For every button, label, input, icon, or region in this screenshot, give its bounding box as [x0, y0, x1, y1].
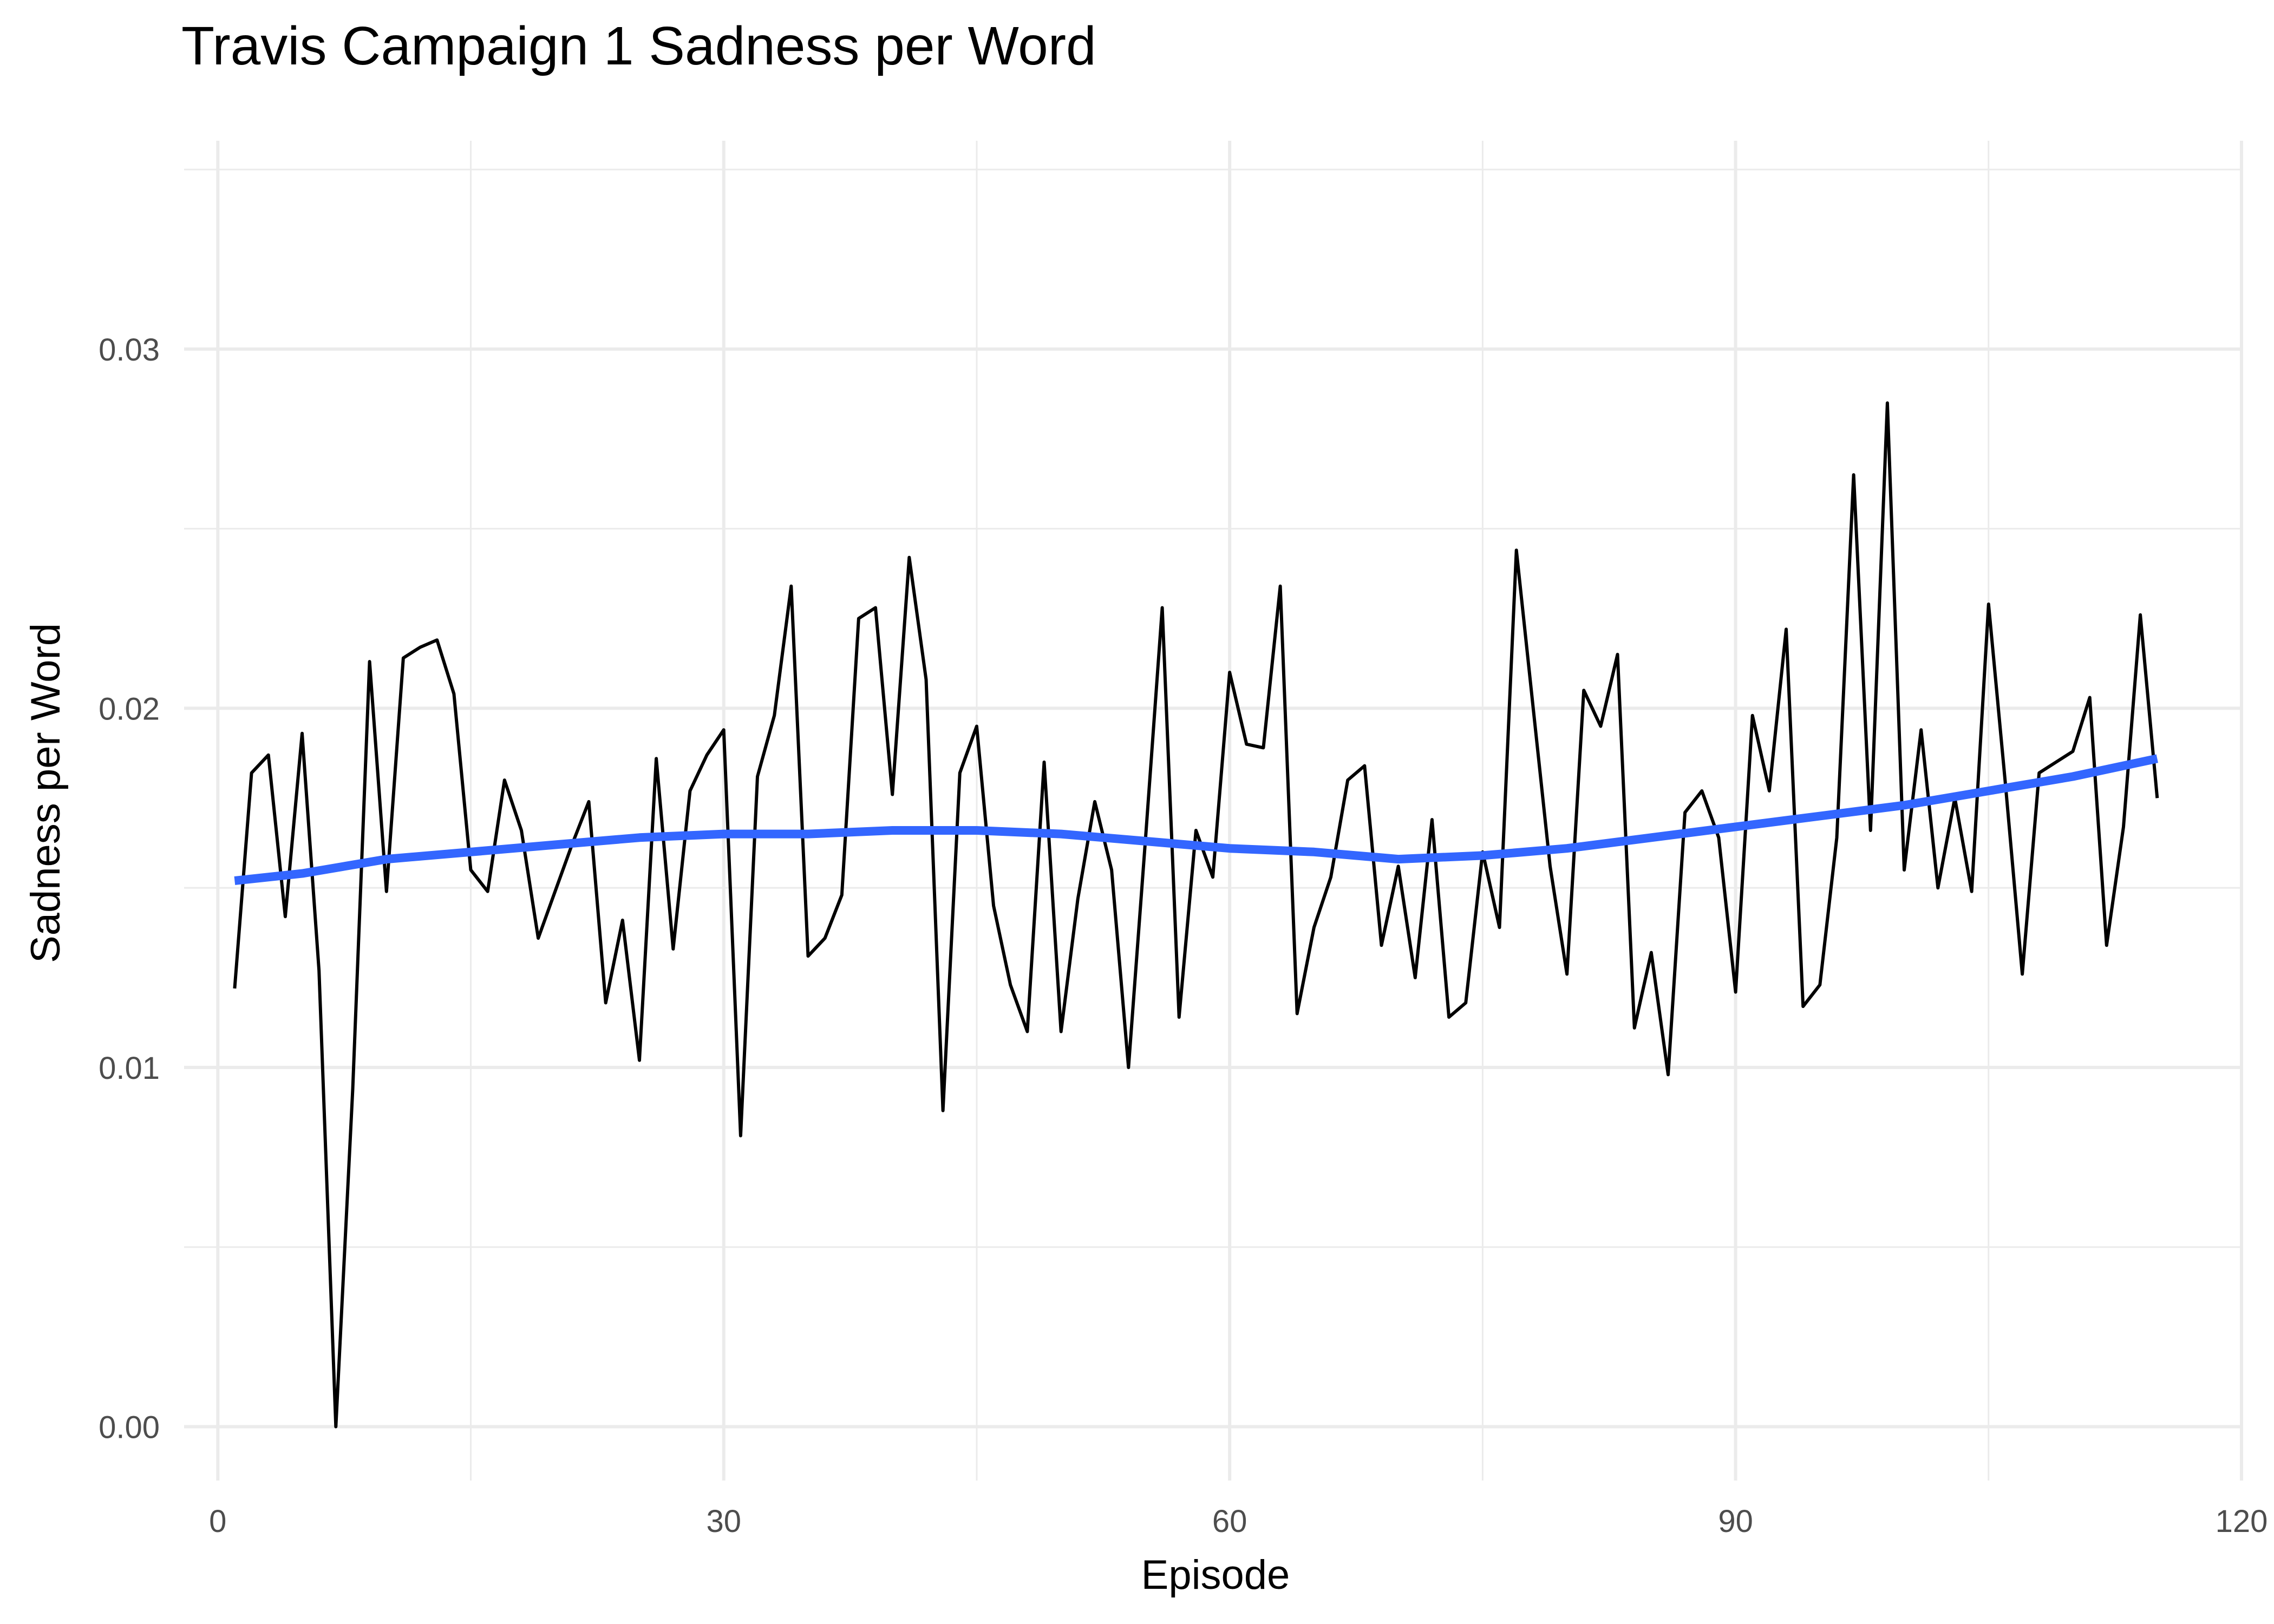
- major-gridlines: [184, 141, 2243, 1481]
- x-tick-label: 0: [209, 1504, 226, 1539]
- tick-labels: 0 30 60 90 120 0.00 0.01 0.02 0.03: [99, 332, 2268, 1539]
- x-tick-label: 120: [2216, 1504, 2268, 1539]
- sadness-series-line: [233, 401, 2159, 1429]
- y-tick-label: 0.03: [99, 332, 160, 368]
- series-layer: [233, 401, 2159, 1429]
- y-tick-label: 0.00: [99, 1410, 160, 1445]
- y-tick-label: 0.02: [99, 691, 160, 726]
- x-tick-label: 30: [706, 1504, 741, 1539]
- smooth-trend-line: [234, 754, 2158, 885]
- x-tick-label: 60: [1212, 1504, 1247, 1539]
- chart-title: Travis Campaign 1 Sadness per Word: [181, 16, 1096, 76]
- x-tick-label: 90: [1718, 1504, 1753, 1539]
- x-axis-title: Episode: [1141, 1552, 1290, 1598]
- minor-gridlines: [184, 141, 2242, 1481]
- y-tick-label: 0.01: [99, 1051, 160, 1086]
- y-axis-title: Sadness per Word: [23, 623, 69, 963]
